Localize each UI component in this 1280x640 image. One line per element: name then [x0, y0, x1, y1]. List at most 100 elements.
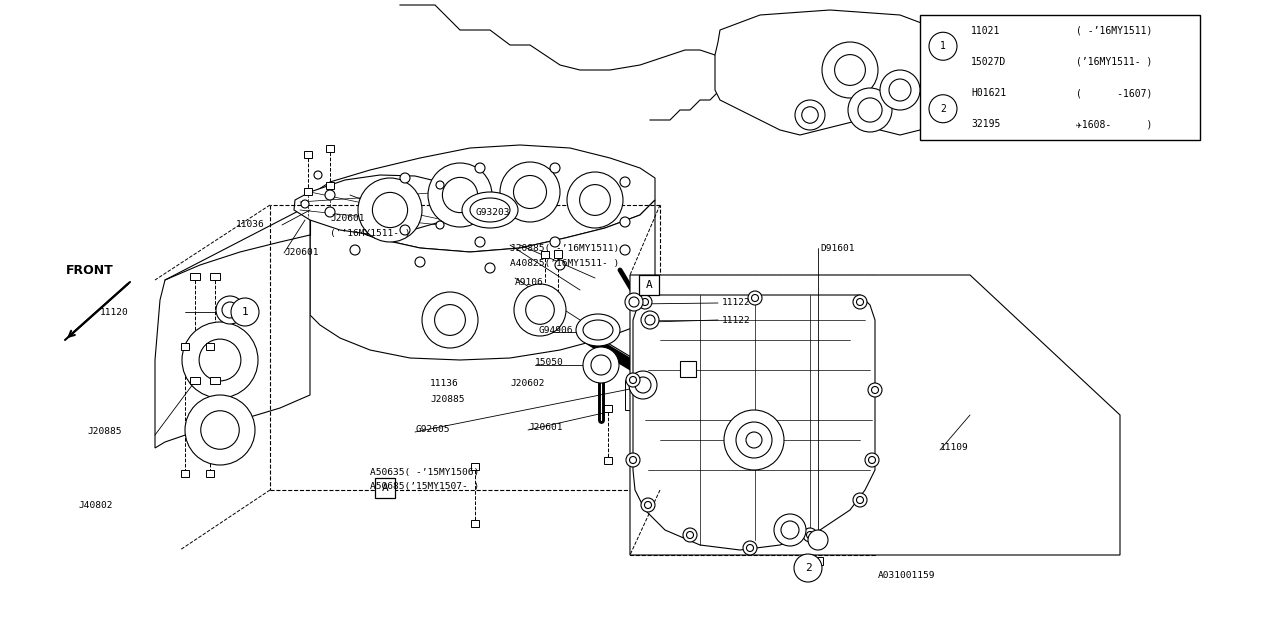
Circle shape [428, 163, 492, 227]
Text: A50685(’15MY1507- ): A50685(’15MY1507- ) [370, 483, 479, 492]
Circle shape [582, 347, 620, 383]
Bar [639, 275, 659, 295]
Text: (      -1607): ( -1607) [1076, 88, 1152, 98]
Circle shape [641, 311, 659, 329]
Circle shape [881, 70, 920, 110]
Circle shape [890, 79, 911, 101]
Circle shape [443, 177, 477, 212]
Circle shape [186, 395, 255, 465]
Circle shape [436, 181, 444, 189]
Circle shape [748, 291, 762, 305]
Circle shape [865, 453, 879, 467]
Bar [305, 151, 312, 158]
Text: J40802: J40802 [78, 500, 113, 509]
Circle shape [684, 528, 698, 542]
Circle shape [301, 200, 308, 208]
Circle shape [475, 163, 485, 173]
Circle shape [580, 184, 611, 216]
Bar [625, 380, 666, 410]
Text: 2: 2 [940, 104, 946, 114]
Bar [541, 251, 549, 258]
Bar [680, 361, 696, 377]
Text: J20885: J20885 [87, 428, 122, 436]
Text: 11021: 11021 [972, 26, 1001, 36]
Bar [206, 470, 214, 477]
Circle shape [630, 456, 636, 463]
Circle shape [746, 432, 762, 448]
Circle shape [435, 305, 466, 335]
Circle shape [625, 293, 643, 311]
Text: A50635( -’15MY1506): A50635( -’15MY1506) [370, 467, 479, 477]
Circle shape [872, 387, 878, 394]
Text: 11122: 11122 [722, 298, 751, 307]
Circle shape [513, 175, 547, 209]
Circle shape [401, 173, 410, 183]
Circle shape [200, 339, 241, 381]
Polygon shape [155, 235, 310, 448]
Ellipse shape [462, 192, 518, 228]
Text: J20601: J20601 [330, 214, 365, 223]
Bar [189, 273, 200, 280]
Bar [206, 343, 214, 350]
Circle shape [803, 528, 817, 542]
Polygon shape [294, 175, 451, 235]
Text: J20601: J20601 [529, 424, 562, 433]
Text: G94906: G94906 [538, 326, 572, 335]
Bar [180, 470, 189, 477]
Bar [375, 478, 396, 498]
Polygon shape [310, 145, 655, 252]
Circle shape [806, 531, 814, 538]
Text: 11122: 11122 [722, 316, 751, 324]
Circle shape [526, 296, 554, 324]
Polygon shape [716, 10, 950, 135]
Circle shape [556, 260, 564, 270]
Circle shape [221, 302, 238, 318]
Circle shape [401, 225, 410, 235]
Circle shape [868, 383, 882, 397]
Circle shape [929, 95, 957, 123]
Circle shape [746, 545, 754, 552]
Circle shape [182, 322, 259, 398]
Text: ✈1608-      ): ✈1608- ) [1076, 120, 1152, 129]
Ellipse shape [582, 320, 613, 340]
Circle shape [929, 32, 957, 60]
Circle shape [808, 530, 828, 550]
Circle shape [500, 162, 561, 222]
Bar [471, 463, 479, 470]
Circle shape [550, 163, 561, 173]
Circle shape [856, 298, 864, 305]
Polygon shape [630, 275, 1120, 555]
Ellipse shape [470, 198, 509, 222]
Circle shape [436, 221, 444, 229]
Circle shape [751, 294, 759, 301]
Circle shape [230, 298, 259, 326]
Circle shape [641, 498, 655, 512]
Text: 32195: 32195 [972, 120, 1001, 129]
Circle shape [801, 107, 818, 124]
Bar [180, 343, 189, 350]
Text: 11120: 11120 [100, 307, 129, 317]
Text: J20601: J20601 [284, 248, 319, 257]
Circle shape [856, 497, 864, 504]
Circle shape [858, 98, 882, 122]
Circle shape [620, 177, 630, 187]
Text: 1: 1 [242, 307, 248, 317]
Circle shape [635, 377, 652, 393]
Text: 15027D: 15027D [972, 57, 1006, 67]
Circle shape [475, 237, 485, 247]
Text: 1: 1 [940, 41, 946, 51]
Bar [326, 145, 334, 152]
Circle shape [795, 100, 826, 130]
Circle shape [852, 295, 867, 309]
Circle shape [645, 502, 652, 509]
Bar [604, 405, 612, 412]
Text: D91601: D91601 [820, 243, 855, 253]
Text: G93203: G93203 [475, 207, 509, 216]
Text: J20885( -’16MY1511): J20885( -’16MY1511) [509, 243, 620, 253]
Circle shape [372, 193, 407, 228]
Circle shape [314, 171, 323, 179]
Circle shape [628, 371, 657, 399]
Circle shape [591, 355, 611, 375]
Circle shape [358, 178, 422, 242]
Circle shape [781, 521, 799, 539]
